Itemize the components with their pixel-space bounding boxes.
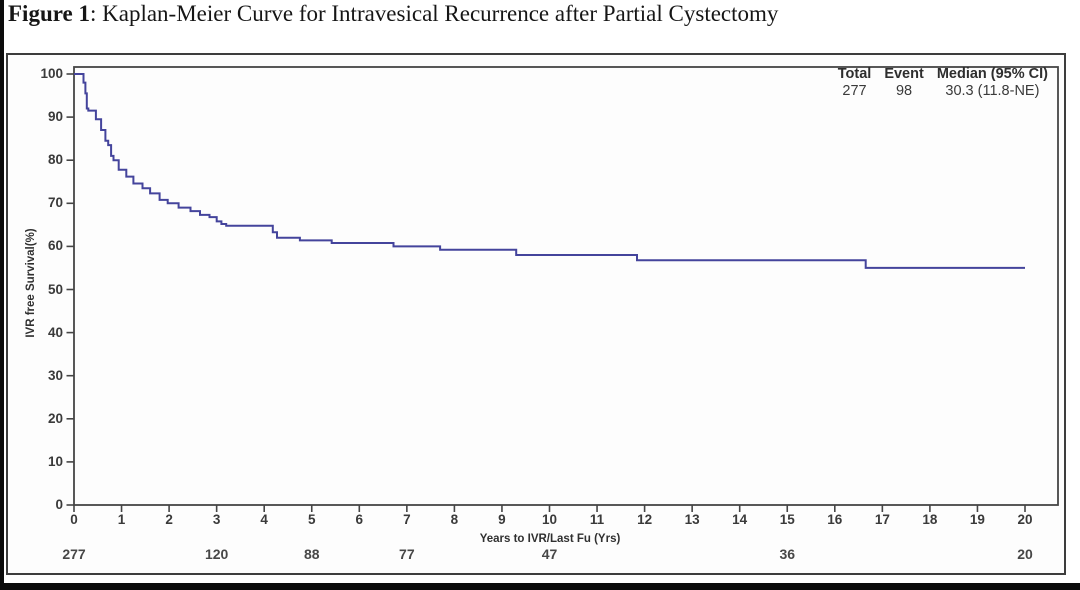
x-tick-label: 20 [1017,512,1033,527]
stats-value-cell: 30.3 (11.8-NE) [945,83,1040,99]
plot-frame [73,66,1059,506]
y-tick-label: 100 [40,66,63,81]
stats-value-cell: 98 [895,83,913,99]
x-axis-title: Years to IVR/Last Fu (Yrs) [479,533,621,545]
y-tick-label: 50 [47,281,63,297]
x-tick-label: 11 [589,512,605,527]
at-risk-count: 47 [541,546,558,562]
y-tick-label: 90 [47,109,63,125]
figure-caption: Figure 1: Kaplan-Meier Curve for Intrave… [8,0,778,28]
x-tick-label: 8 [450,512,459,527]
x-tick-label: 1 [117,512,126,527]
km-survival-curve [74,73,1025,269]
page-left-border [0,0,4,590]
x-tick-label: 0 [70,512,78,527]
x-tick-label: 15 [779,512,795,527]
y-tick-label: 10 [47,453,63,469]
x-tick-label: 3 [212,512,221,527]
stats-value-cell: 277 [842,83,867,99]
x-tick-label: 7 [403,512,411,527]
y-tick-label: 60 [47,238,63,254]
x-tick-label: 10 [541,512,558,527]
x-tick-label: 6 [355,512,364,527]
y-tick-label: 70 [47,195,63,211]
at-risk-count: 77 [399,546,415,562]
survival-stats-table: Total Event Median (95% CI) 277 98 30.3 (11.8… [838,66,1048,100]
stats-header-cell: Median (95% CI) [936,66,1048,82]
x-tick-label: 4 [260,512,268,527]
x-tick-label: 16 [827,512,843,527]
y-tick-label: 30 [47,367,63,383]
x-tick-label: 5 [307,512,316,527]
at-risk-count: 277 [62,546,86,562]
x-tick-label: 9 [498,512,506,527]
x-tick-label: 17 [874,512,890,527]
figure-border-box [6,53,1066,575]
y-tick-label: 40 [47,324,63,340]
figure-caption-text: : Kaplan-Meier Curve for Intravesical Re… [89,1,779,26]
y-tick-label: 0 [55,497,63,512]
x-tick-label: 12 [637,512,653,527]
at-risk-count: 20 [1017,546,1033,562]
at-risk-count: 120 [204,546,229,562]
x-tick-label: 19 [969,512,985,527]
x-tick-label: 13 [684,512,700,527]
stats-header-cell: Event [884,66,924,82]
page-bottom-border [0,583,1080,590]
y-tick-label: 80 [47,152,63,168]
figure-number: Figure 1 [8,1,90,26]
y-tick-label: 20 [47,410,63,426]
x-tick-label: 14 [732,512,748,527]
at-risk-count: 36 [779,546,796,562]
x-tick-label: 2 [165,512,173,527]
stats-header-cell: Total [837,66,872,82]
at-risk-count: 88 [303,546,320,562]
x-tick-label: 18 [922,512,938,527]
